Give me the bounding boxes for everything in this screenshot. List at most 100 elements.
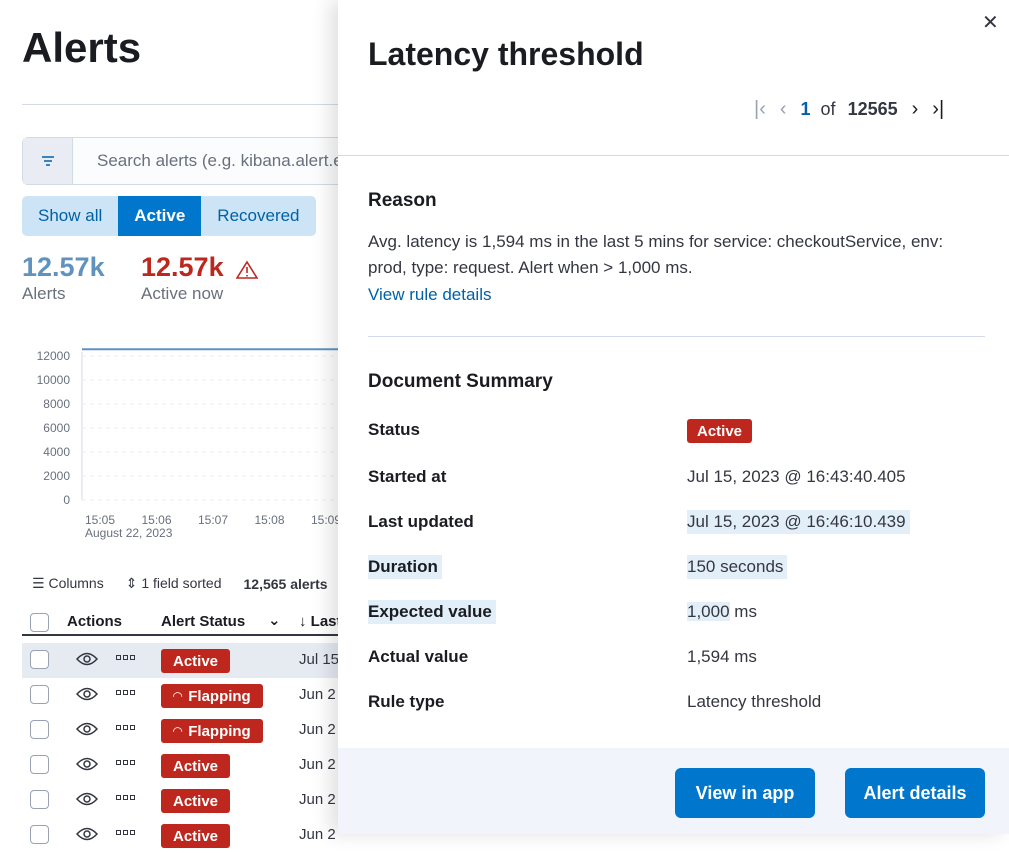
view-rule-details-link[interactable]: View rule details <box>368 285 492 304</box>
table-row[interactable]: Active Jun 2 <box>22 818 342 853</box>
alerts-page: Alerts Search alerts (e.g. kibana.alert.… <box>22 24 404 848</box>
flapping-icon: ◠ <box>173 689 183 703</box>
row-checkbox[interactable] <box>30 790 49 809</box>
last-updated-cell: Jun 2 <box>299 756 336 773</box>
search-placeholder: Search alerts (e.g. kibana.alert.evaluat… <box>97 151 351 170</box>
expected-value-number: 1,000 <box>687 602 730 621</box>
active-count: 12.57k <box>141 252 224 282</box>
y-tick-label: 2000 <box>43 469 70 483</box>
status-label: Active <box>173 792 219 810</box>
alerts-chart: 0 2000 4000 6000 8000 10000 12000 15:05 15:06 15:… <box>37 348 340 540</box>
last-page-icon[interactable]: ›| <box>932 98 945 120</box>
started-at-label: Started at <box>368 467 447 486</box>
flyout-footer: View in app Alert details <box>338 748 1009 834</box>
alert-count: 12,565 alerts <box>243 575 328 592</box>
more-actions-icon[interactable] <box>116 725 135 730</box>
alerts-count: 12.57k <box>22 252 105 282</box>
summary-heading: Document Summary <box>368 371 553 392</box>
flyout-title: Latency threshold <box>368 36 644 72</box>
search-bar: Search alerts (e.g. kibana.alert.evaluat… <box>22 137 352 185</box>
table-row[interactable]: Active Jun 2 <box>22 748 342 783</box>
actual-value-label: Actual value <box>368 647 469 666</box>
eye-icon[interactable] <box>76 791 98 807</box>
status-label: Status <box>368 420 420 439</box>
select-all-checkbox[interactable] <box>30 613 49 632</box>
sort-button[interactable]: ⇕ 1 field sorted <box>125 575 222 591</box>
last-updated-value: Jul 15, 2023 @ 16:46:10.439 <box>687 510 910 534</box>
status-badge: ◠ Flapping <box>161 684 263 708</box>
eye-icon[interactable] <box>76 826 98 842</box>
actual-value: 1,594 ms <box>687 647 757 666</box>
y-tick-label: 4000 <box>43 445 70 459</box>
status-label: Active <box>173 827 219 845</box>
y-tick-label: 10000 <box>37 373 71 387</box>
filter-show-all[interactable]: Show all <box>38 206 103 225</box>
table-row[interactable]: ◠ Flapping Jun 2 <box>22 678 342 713</box>
expected-value: 1,000 ms <box>687 600 757 624</box>
divider <box>338 155 1009 156</box>
eye-icon[interactable] <box>76 651 98 667</box>
more-actions-icon[interactable] <box>116 690 135 695</box>
status-label: Flapping <box>188 687 251 705</box>
table-toolbar: ☰ Columns ⇕ 1 field sorted 12,565 alerts <box>32 575 328 592</box>
table-row[interactable]: ◠ Flapping Jun 2 <box>22 713 342 748</box>
next-page-icon[interactable]: › <box>911 98 919 120</box>
table-row[interactable]: Active Jul 15 <box>22 643 342 678</box>
columns-button[interactable]: ☰ Columns <box>32 575 104 591</box>
status-label: Flapping <box>188 722 251 740</box>
filter-button[interactable] <box>23 138 73 184</box>
eye-icon[interactable] <box>76 721 98 737</box>
eye-icon[interactable] <box>76 756 98 772</box>
last-updated-cell: Jun 2 <box>299 826 336 843</box>
more-actions-icon[interactable] <box>116 655 135 660</box>
current-page: 1 <box>800 99 811 119</box>
search-input[interactable]: Search alerts (e.g. kibana.alert.evaluat… <box>73 138 351 184</box>
sort-label: 1 field sorted <box>141 575 222 591</box>
header-alert-status[interactable]: Alert Status <box>161 613 246 630</box>
page-of: of <box>820 99 836 119</box>
more-actions-icon[interactable] <box>116 830 135 835</box>
duration-label: Duration <box>368 555 442 579</box>
alert-details-button[interactable]: Alert details <box>845 768 985 818</box>
divider <box>368 336 985 337</box>
reason-text: Avg. latency is 1,594 ms in the last 5 m… <box>368 232 944 277</box>
pagination: |‹ ‹ 1 of 12565 › ›| <box>754 98 944 121</box>
status-badge: Active <box>161 789 231 813</box>
prev-page-icon[interactable]: ‹ <box>779 98 787 120</box>
row-checkbox[interactable] <box>30 650 49 669</box>
y-tick-label: 12000 <box>37 349 71 363</box>
status-filter-group: Show all Active Recovered <box>22 196 316 236</box>
status-badge: Active <box>161 754 231 778</box>
more-actions-icon[interactable] <box>116 760 135 765</box>
rule-type-label: Rule type <box>368 692 445 711</box>
more-actions-icon[interactable] <box>116 795 135 800</box>
status-label: Active <box>173 757 219 775</box>
close-icon[interactable]: ✕ <box>982 12 999 34</box>
divider <box>22 104 342 105</box>
alert-flyout: Latency threshold ✕ |‹ ‹ 1 of 12565 › ›|… <box>338 0 1009 834</box>
view-in-app-button[interactable]: View in app <box>675 768 815 818</box>
first-page-icon[interactable]: |‹ <box>754 98 766 120</box>
eye-icon[interactable] <box>76 686 98 702</box>
columns-label: Columns <box>48 575 104 591</box>
header-actions: Actions <box>67 613 123 630</box>
row-checkbox[interactable] <box>30 755 49 774</box>
x-tick-label: 15:06 <box>142 513 172 527</box>
row-checkbox[interactable] <box>30 825 49 844</box>
last-updated-cell: Jun 2 <box>299 721 336 738</box>
status-label: Active <box>173 652 219 670</box>
chevron-down-icon[interactable]: ⌄ <box>268 612 281 629</box>
row-checkbox[interactable] <box>30 685 49 704</box>
status-badge: Active <box>161 649 231 673</box>
filter-active[interactable]: Active <box>118 196 202 236</box>
filter-recovered[interactable]: Recovered <box>217 206 300 225</box>
table-row[interactable]: Active Jun 2 <box>22 783 342 818</box>
row-checkbox[interactable] <box>30 720 49 739</box>
x-axis-sublabel: August 22, 2023 <box>85 526 173 540</box>
x-tick-label: 15:07 <box>198 513 228 527</box>
y-tick-label: 0 <box>63 493 70 507</box>
status-badge: Active <box>161 824 231 848</box>
alerts-label: Alerts <box>22 284 66 303</box>
x-tick-label: 15:08 <box>255 513 285 527</box>
status-badge: Active <box>687 419 753 443</box>
